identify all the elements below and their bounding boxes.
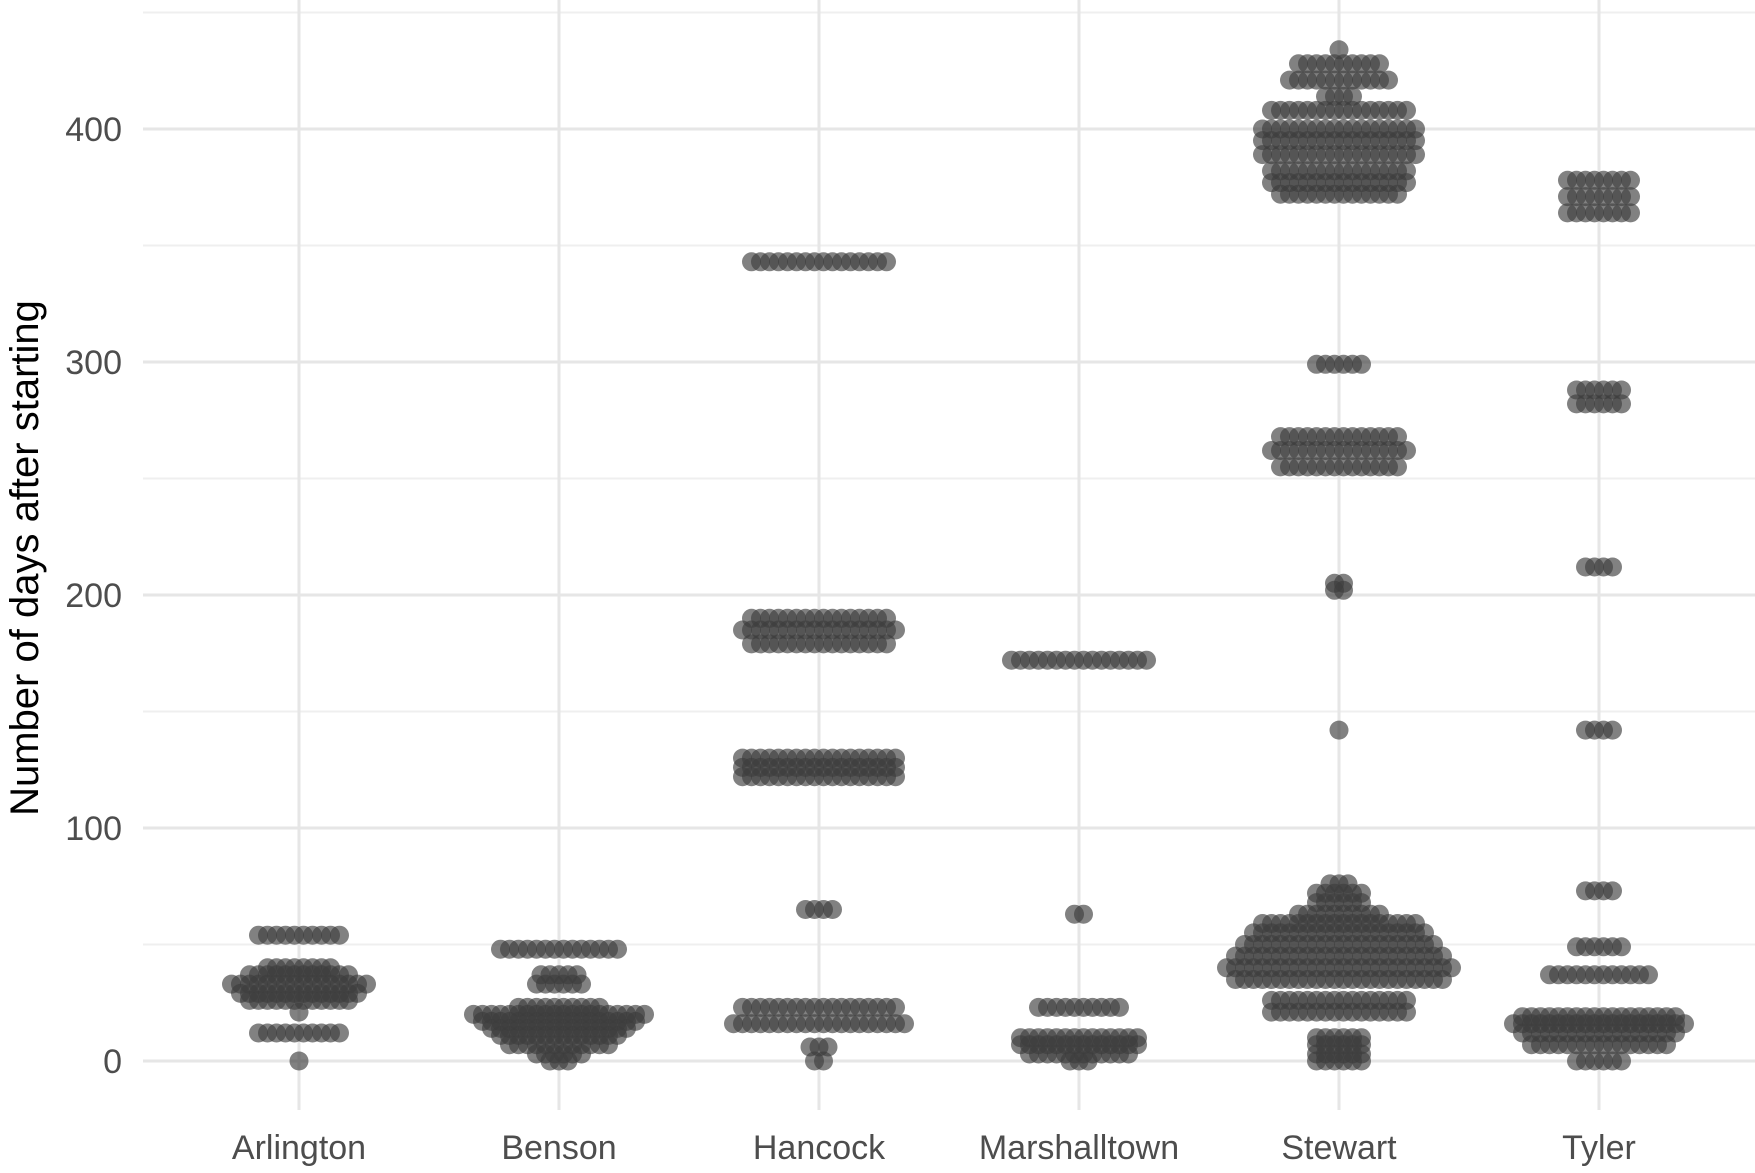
data-point — [877, 608, 896, 628]
data-point — [1406, 119, 1425, 139]
data-point — [567, 965, 587, 985]
data-point — [1621, 170, 1640, 190]
data-point — [1388, 457, 1407, 477]
x-tick-label: Benson — [501, 1129, 616, 1167]
data-point — [1379, 70, 1398, 90]
x-axis-tick-labels: Arlington Benson Hancock Marshalltown Stewar… — [232, 1129, 1636, 1167]
data-point — [877, 252, 896, 272]
data-point — [289, 1051, 309, 1071]
y-tick-label: 0 — [103, 1043, 122, 1081]
data-point — [330, 925, 349, 945]
data-point — [635, 1004, 654, 1024]
data-point — [877, 634, 896, 654]
data-point — [1343, 86, 1362, 106]
data-point — [1137, 650, 1156, 670]
y-tick-label: 100 — [65, 810, 122, 848]
data-point — [1406, 914, 1425, 933]
data-points — [222, 40, 1694, 1071]
data-point — [1128, 1028, 1147, 1048]
data-point — [818, 1037, 838, 1057]
x-tick-label: Hancock — [753, 1129, 886, 1167]
y-tick-label: 300 — [65, 344, 122, 382]
data-point — [1621, 203, 1640, 223]
data-point — [1334, 573, 1353, 593]
data-point — [339, 965, 358, 985]
data-point — [1603, 720, 1622, 740]
data-point — [1110, 997, 1129, 1017]
data-point — [1603, 557, 1622, 577]
y-axis-title: Number of days after starting — [3, 300, 47, 816]
data-point — [1639, 965, 1658, 985]
data-point — [321, 958, 340, 978]
data-point — [1329, 720, 1349, 740]
data-point — [590, 997, 609, 1017]
y-tick-label: 400 — [65, 111, 122, 149]
data-point — [1397, 990, 1416, 1010]
data-point — [1352, 354, 1371, 374]
data-point — [330, 1023, 349, 1043]
x-tick-label: Stewart — [1281, 1129, 1397, 1167]
data-point — [1397, 100, 1416, 120]
data-point — [1370, 54, 1389, 74]
data-point — [1406, 145, 1425, 165]
data-point — [1612, 394, 1631, 414]
data-point — [1612, 380, 1631, 400]
y-tick-label: 200 — [65, 577, 122, 615]
data-point — [1621, 187, 1640, 207]
x-tick-label: Tyler — [1562, 1129, 1636, 1167]
data-point — [1388, 427, 1407, 447]
data-point — [1612, 1051, 1631, 1071]
data-point — [1612, 937, 1631, 957]
y-axis-tick-labels: 0 100 200 300 400 — [65, 111, 122, 1081]
data-point — [1329, 40, 1349, 60]
data-point — [1352, 1028, 1371, 1048]
data-point — [1338, 874, 1358, 894]
data-point — [1603, 881, 1622, 901]
data-point — [1074, 904, 1093, 924]
gridlines — [143, 0, 1755, 1110]
data-point — [886, 748, 905, 768]
data-point — [823, 900, 842, 919]
x-tick-label: Arlington — [232, 1129, 366, 1167]
data-point — [1397, 441, 1416, 460]
data-point — [1397, 161, 1416, 181]
data-point — [1370, 904, 1389, 924]
data-point — [886, 997, 905, 1017]
data-point — [357, 974, 376, 994]
data-point — [608, 939, 627, 959]
data-point — [895, 1014, 914, 1034]
data-point — [1666, 1007, 1685, 1027]
x-tick-label: Marshalltown — [979, 1129, 1179, 1167]
data-point — [1352, 883, 1371, 903]
